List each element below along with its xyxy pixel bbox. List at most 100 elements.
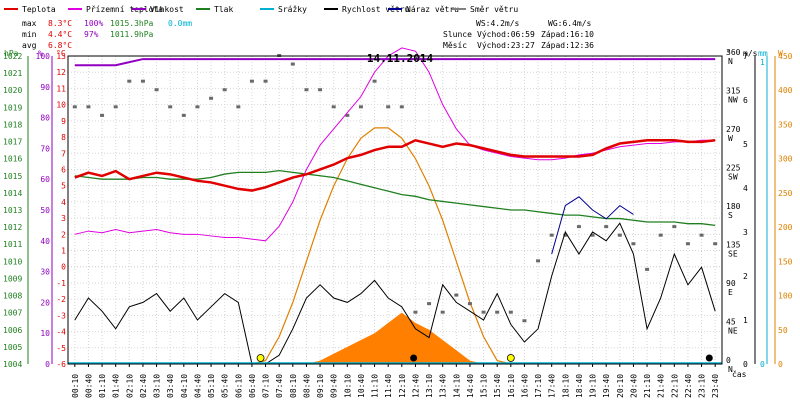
stats-min-press: 1011.9hPa xyxy=(110,30,154,39)
x-tick-label: 02:40 xyxy=(139,374,148,398)
wind-direction-point xyxy=(685,242,690,246)
wind-ws-text: WS:4.2m/s xyxy=(476,19,520,28)
wind-direction-point xyxy=(113,105,118,109)
axis-tick-dir-name: NE xyxy=(728,327,738,336)
axis-tick-ms: 6 xyxy=(743,96,748,105)
sunset-marker xyxy=(506,354,515,362)
wind-direction-point xyxy=(672,225,677,229)
axis-tick-hpa: 1017 xyxy=(3,138,22,147)
wind-direction-point xyxy=(576,225,581,229)
x-tick-label: 07:10 xyxy=(262,374,271,398)
axis-tick-hpa: 1005 xyxy=(3,343,22,352)
axis-tick-dir: 315 xyxy=(726,87,741,96)
wind-direction-point xyxy=(100,113,105,117)
wind-direction-point xyxy=(467,302,472,306)
axis-tick-hpa: 1019 xyxy=(3,103,22,112)
wind-direction-point xyxy=(249,79,254,83)
axis-tick-ms: 4 xyxy=(743,184,748,193)
wind-direction-point xyxy=(222,88,227,92)
axis-tick-temp: 11 xyxy=(56,84,66,93)
axis-tick-hpa: 1012 xyxy=(3,223,22,232)
axis-tick-pct: 40 xyxy=(40,237,50,246)
axis-tick-w: 400 xyxy=(778,86,793,95)
legend-label: Vlhkost xyxy=(150,5,184,14)
wind-direction-point xyxy=(331,105,336,109)
x-tick-label: 04:40 xyxy=(193,374,202,398)
x-tick-label: 13:10 xyxy=(425,374,434,398)
moon-set-text: Západ:12:36 xyxy=(541,41,594,50)
wind-direction-point xyxy=(318,88,323,92)
legend-label: Náraz větru xyxy=(406,5,459,14)
axis-tick-hpa: 1014 xyxy=(3,189,22,198)
axis-tick-temp: 6 xyxy=(61,165,66,174)
axis-tick-w: 300 xyxy=(778,155,793,164)
axis-title-ms: m/s xyxy=(743,49,758,58)
axis-tick-w: 150 xyxy=(778,257,793,266)
axis-tick-dir-name: W xyxy=(728,134,733,143)
x-tick-label: 11:10 xyxy=(371,374,380,398)
axis-title-dir: ° xyxy=(726,49,731,58)
axis-tick-hpa: 1010 xyxy=(3,257,22,266)
sun-rise-text: Východ:06:59 xyxy=(477,30,535,39)
wind-direction-point xyxy=(72,105,77,109)
axis-tick-hpa: 1006 xyxy=(3,326,22,335)
stats-max-hum: 100% xyxy=(84,19,103,28)
wind-direction-point xyxy=(522,319,527,323)
axis-tick-temp: -5 xyxy=(56,344,66,353)
axis-tick-temp: 0 xyxy=(61,263,66,272)
axis-tick-pct: 70 xyxy=(40,144,50,153)
series-wind-speed xyxy=(74,222,716,365)
axis-tick-dir-name: N xyxy=(728,365,733,374)
wind-direction-point xyxy=(263,79,268,83)
axis-tick-ms: 1 xyxy=(743,316,748,325)
axis-tick-temp: 4 xyxy=(61,198,66,207)
wind-direction-point xyxy=(195,105,200,109)
axis-tick-hpa: 1004 xyxy=(3,360,22,369)
stats-max-press: 1015.3hPa xyxy=(110,19,154,28)
wind-wg-text: WG:6.4m/s xyxy=(548,19,592,28)
axis-tick-dir-name: NW xyxy=(728,96,738,105)
x-tick-label: 05:40 xyxy=(221,374,230,398)
x-tick-label: 01:10 xyxy=(98,374,107,398)
axis-tick-pct: 90 xyxy=(40,83,50,92)
legend-label: Teplota xyxy=(22,5,56,14)
moon-rise-text: Východ:23:27 xyxy=(477,41,535,50)
axis-tick-pct: 10 xyxy=(40,329,50,338)
x-tick-label: 15:40 xyxy=(493,374,502,398)
axis-tick-ms: 5 xyxy=(743,140,748,149)
wind-direction-point xyxy=(699,233,704,237)
axis-tick-ms: 0 xyxy=(743,360,748,369)
axis-tick-dir: 360 xyxy=(726,48,741,57)
wind-direction-point xyxy=(631,242,636,246)
wind-direction-point xyxy=(427,302,432,306)
axis-tick-temp: 12 xyxy=(56,68,66,77)
wind-sun-info: WS:4.2m/s WG:6.4m/s Slunce Východ:06:59 … xyxy=(443,19,594,50)
axis-tick-pct: 20 xyxy=(40,298,50,307)
axis-tick-dir: 225 xyxy=(726,164,741,173)
x-tick-label: 06:10 xyxy=(234,374,243,398)
wind-direction-point xyxy=(140,79,145,83)
axis-tick-dir: 270 xyxy=(726,125,741,134)
axis-tick-mm: 1 xyxy=(760,58,765,67)
axis-tick-hpa: 1015 xyxy=(3,172,22,181)
axis-tick-pct: 30 xyxy=(40,268,50,277)
x-tick-label: 10:10 xyxy=(343,374,352,398)
axis-tick-mm: 0 xyxy=(760,360,765,369)
sunrise-marker xyxy=(256,354,265,362)
axis-tick-temp: 3 xyxy=(61,214,66,223)
wind-direction-point xyxy=(508,310,513,314)
wind-direction-point xyxy=(304,88,309,92)
wind-direction-point xyxy=(181,113,186,117)
axis-tick-hpa: 1021 xyxy=(3,69,22,78)
x-tick-label: 11:40 xyxy=(384,374,393,398)
axis-tick-hpa: 1016 xyxy=(3,155,22,164)
moonrise-marker xyxy=(705,354,713,362)
series-temperature xyxy=(74,138,716,192)
x-tick-label: 00:40 xyxy=(84,374,93,398)
axis-tick-w: 450 xyxy=(778,52,793,61)
axis-title-pct: % xyxy=(38,49,43,58)
wind-direction-point xyxy=(236,105,241,109)
axis-tick-dir: 90 xyxy=(726,279,736,288)
